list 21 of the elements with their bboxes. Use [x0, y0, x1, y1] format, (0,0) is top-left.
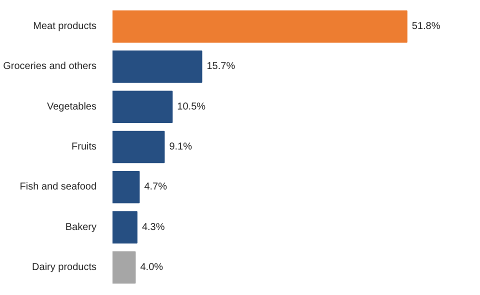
y-tick-label: Fish and seafood [20, 182, 96, 193]
bar [112, 170, 140, 204]
bar [112, 211, 138, 244]
bar [112, 90, 173, 124]
data-label: 4.0% [140, 262, 164, 273]
y-tick-label: Meat products [33, 21, 97, 32]
data-label: 9.1% [169, 142, 192, 152]
bar [112, 251, 136, 284]
bar [112, 130, 165, 164]
data-label: 4.7% [144, 182, 168, 193]
data-label: 15.7% [206, 61, 236, 72]
data-label: 4.3% [142, 222, 165, 233]
y-tick-label: Fruits [72, 142, 96, 152]
data-label: 10.5% [177, 101, 206, 112]
y-tick-label: Groceries and others [3, 61, 97, 72]
bar [112, 50, 202, 83]
y-tick-label: Bakery [65, 222, 96, 233]
y-tick-label: Vegetables [47, 101, 97, 112]
data-label: 51.8% [412, 21, 440, 32]
y-tick-label: Dairy products [32, 262, 96, 273]
bar [112, 10, 408, 43]
